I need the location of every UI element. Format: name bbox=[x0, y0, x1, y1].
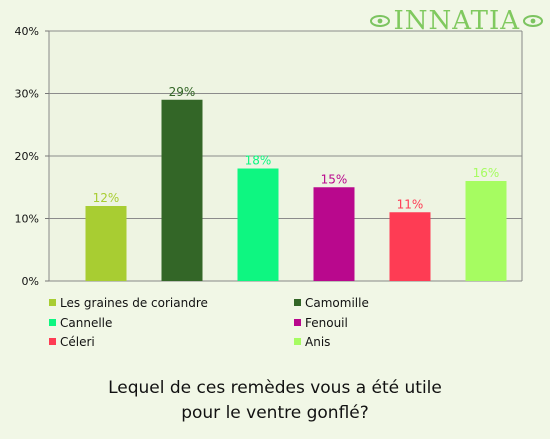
bar bbox=[85, 206, 127, 281]
bar-data-label: 18% bbox=[245, 154, 272, 168]
legend-swatch bbox=[294, 299, 301, 306]
legend-swatch bbox=[49, 299, 56, 306]
legend-label: Cannelle bbox=[60, 316, 112, 330]
legend: Les graines de coriandre Camomille Cannell… bbox=[49, 296, 369, 349]
brand-logo: INNATIA bbox=[369, 4, 544, 38]
legend-swatch bbox=[49, 319, 56, 326]
y-tick-label: 30% bbox=[15, 88, 39, 101]
bar bbox=[465, 181, 507, 281]
bar bbox=[161, 99, 203, 281]
legend-label: Camomille bbox=[305, 296, 369, 310]
bar-data-label: 11% bbox=[397, 197, 424, 211]
legend-label: Céleri bbox=[60, 335, 95, 349]
question-line-1: Lequel de ces remèdes vous a été utile bbox=[108, 378, 442, 398]
legend-label: Les graines de coriandre bbox=[60, 296, 208, 310]
legend-label: Anis bbox=[305, 335, 330, 349]
legend-swatch bbox=[294, 319, 301, 326]
leaf-eye-icon bbox=[370, 15, 391, 27]
bar bbox=[313, 187, 355, 281]
bar-labels-group: 12% 29% 18% 15% 11% 16% bbox=[93, 85, 500, 212]
bar bbox=[237, 168, 279, 281]
leaf-eye-icon bbox=[523, 15, 543, 27]
y-tick-label: 20% bbox=[15, 150, 39, 163]
question-line-2: pour le ventre gonflé? bbox=[181, 403, 369, 423]
bar bbox=[389, 212, 431, 281]
brand-name: INNATIA bbox=[393, 6, 520, 36]
legend-label: Fenouil bbox=[305, 316, 348, 330]
poll-question: Lequel de ces remèdes vous a été utile p… bbox=[0, 376, 550, 426]
bar-data-label: 29% bbox=[169, 85, 196, 99]
y-tick-label: 0% bbox=[22, 275, 39, 288]
bar-data-label: 16% bbox=[473, 166, 500, 180]
y-tick-label: 40% bbox=[15, 25, 39, 38]
y-tick-label: 10% bbox=[15, 213, 39, 226]
legend-swatch bbox=[294, 338, 301, 345]
legend-swatch bbox=[49, 338, 56, 345]
y-axis-ticks: 0% 10% 20% 30% 40% bbox=[15, 25, 49, 288]
bar-data-label: 12% bbox=[93, 191, 120, 205]
bars-group bbox=[85, 99, 507, 281]
bar-data-label: 15% bbox=[321, 172, 348, 186]
